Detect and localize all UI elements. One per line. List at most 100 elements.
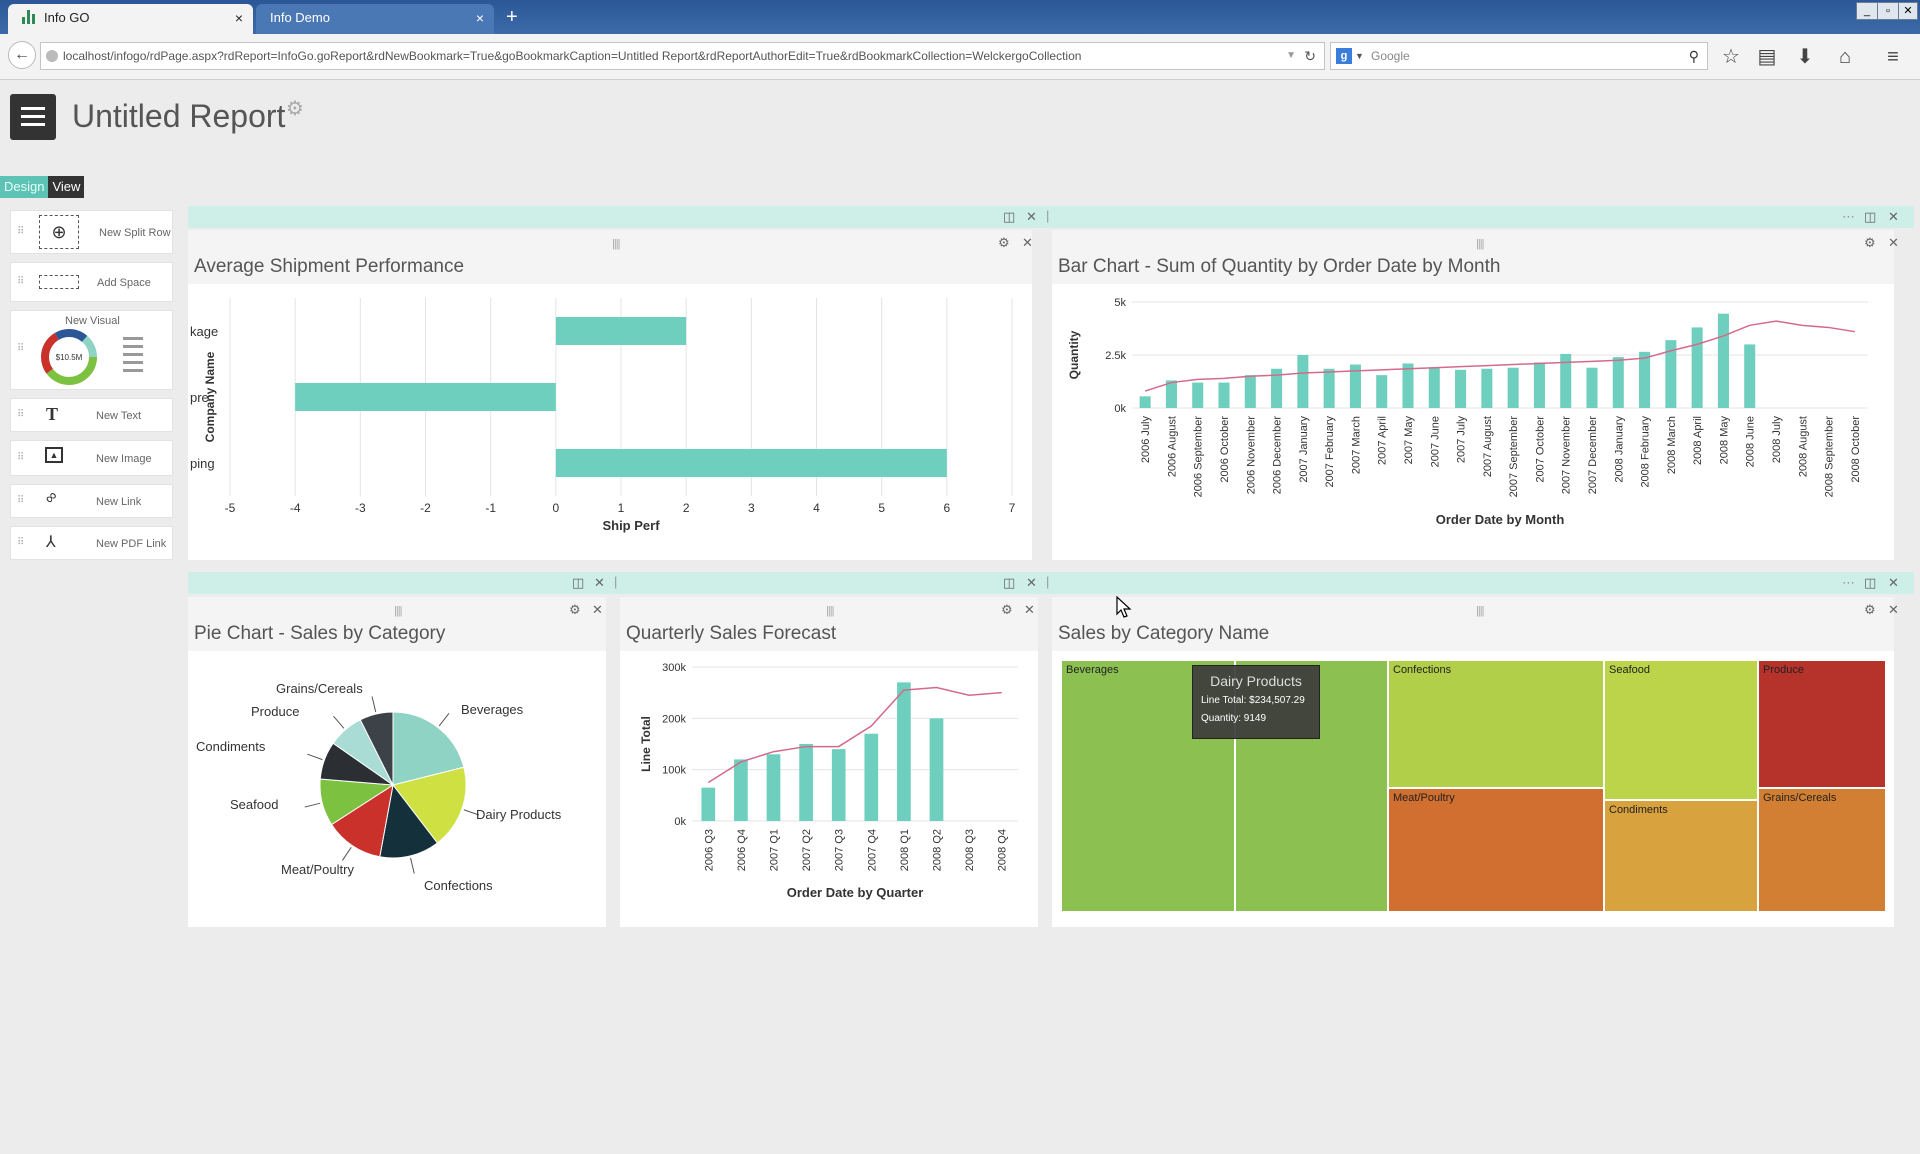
close-icon[interactable]: ✕ — [1888, 575, 1899, 590]
chevron-down-icon[interactable]: ▼ — [1286, 50, 1296, 61]
tab-label: Info GO — [44, 10, 90, 25]
close-icon[interactable]: ✕ — [1888, 602, 1899, 617]
x-tick-label: -4 — [290, 501, 301, 515]
gear-icon[interactable]: ⚙ — [1864, 602, 1876, 617]
layout-icon[interactable]: ◫ — [1003, 209, 1016, 224]
layout-icon[interactable]: ◫ — [1003, 575, 1016, 590]
download-icon[interactable]: ⬇ — [1796, 46, 1814, 68]
google-icon[interactable]: g — [1336, 48, 1352, 64]
bar — [1323, 368, 1335, 408]
toolbox-new-pdf-link[interactable]: ⠿ ⅄ New PDF Link — [10, 526, 173, 560]
home-icon[interactable]: ⌂ — [1838, 46, 1852, 68]
x-tick-label: 4 — [813, 501, 820, 515]
close-icon[interactable]: ✕ — [1026, 575, 1037, 590]
close-icon[interactable]: ✕ — [1022, 235, 1033, 250]
toolbox-new-visual[interactable]: ⠿ New Visual $10.5M — [10, 310, 173, 390]
tab-info-go[interactable]: Info GO × — [8, 4, 253, 34]
report-title[interactable]: Untitled Report — [72, 98, 286, 134]
url-bar[interactable]: localhost/infogo/rdPage.aspx?rdReport=In… — [40, 42, 1325, 70]
drag-handle-icon[interactable]: |||| — [1476, 605, 1485, 617]
drag-handle-icon[interactable]: ⠿ — [17, 276, 25, 287]
tooltip-title: Dairy Products — [1210, 673, 1302, 689]
x-tick-label: 2006 September — [1193, 416, 1205, 498]
bar — [555, 449, 947, 477]
divider-handle-icon[interactable]: | — [1046, 574, 1050, 589]
clipboard-icon[interactable]: ▤ — [1757, 46, 1777, 68]
x-tick-label: -3 — [355, 501, 366, 515]
close-icon[interactable]: ✕ — [1888, 235, 1899, 250]
pie-chart: Beverages Dairy Products Confections Meat/P… — [196, 681, 562, 893]
close-icon[interactable]: ✕ — [1024, 602, 1035, 617]
toolbox-label: New Text — [96, 410, 142, 422]
treemap-label: Confections — [1393, 664, 1452, 676]
bar — [295, 383, 556, 411]
gear-icon[interactable]: ⚙ — [1001, 602, 1013, 617]
layout-icon[interactable]: ◫ — [572, 575, 585, 590]
resize-handle-icon[interactable]: ⋯ — [1842, 575, 1855, 590]
panel-pie-chart: |||| ⚙ ✕ Pie Chart - Sales by Category B… — [188, 597, 606, 927]
search-bar[interactable]: g ▼ Google ⚲ — [1330, 42, 1708, 70]
drag-handle-icon[interactable]: ⠿ — [17, 537, 25, 548]
bar — [1428, 367, 1440, 408]
treemap-label: Condiments — [1609, 804, 1668, 816]
close-window-button[interactable]: ✕ — [1898, 2, 1918, 20]
layout-icon[interactable]: ◫ — [1864, 209, 1877, 224]
close-icon[interactable]: ✕ — [1888, 209, 1899, 224]
site-info-icon[interactable] — [46, 50, 58, 62]
tab-info-demo[interactable]: Info Demo × — [256, 4, 494, 34]
close-icon[interactable]: ✕ — [1026, 209, 1037, 224]
treemap-cell — [1605, 801, 1757, 911]
gear-icon[interactable]: ⚙ — [1864, 235, 1876, 250]
hamburger-menu-button[interactable] — [10, 94, 56, 140]
bar — [864, 733, 879, 821]
drag-handle-icon[interactable]: ⠿ — [17, 343, 25, 354]
drag-handle-icon[interactable]: ⠿ — [17, 452, 25, 463]
tab-view[interactable]: View — [48, 176, 85, 198]
split-row-bar[interactable]: ◫ ✕ | ⋯ ◫ ✕ — [188, 206, 1914, 228]
y-axis-label: Quantity — [1067, 330, 1081, 379]
panel-title: Average Shipment Performance — [194, 256, 465, 277]
toolbox-new-split-row[interactable]: ⠿ ⊕ New Split Row — [10, 210, 173, 254]
chevron-down-icon[interactable]: ▼ — [1355, 51, 1364, 61]
drag-handle-icon[interactable]: |||| — [1476, 238, 1485, 250]
pie-slice — [392, 711, 465, 786]
shipment-bar-chart: -5 -4 -3 -2 -1 0 1 2 3 4 5 6 7 kage pre ping Ship Perf Co… — [190, 298, 1016, 533]
new-tab-button[interactable]: + — [506, 6, 518, 28]
gear-icon[interactable]: ⚙ — [286, 98, 304, 120]
split-row-bar[interactable]: ◫ ✕ | ◫ ✕ | ⋯ ◫ ✕ — [188, 572, 1914, 594]
back-button[interactable]: ← — [8, 41, 36, 69]
gear-icon[interactable]: ⚙ — [569, 602, 581, 617]
close-icon[interactable]: ✕ — [594, 575, 605, 590]
tab-design[interactable]: Design — [0, 176, 49, 198]
search-icon[interactable]: ⚲ — [1688, 48, 1699, 64]
drag-handle-icon[interactable]: ⠿ — [17, 409, 25, 420]
drag-handle-icon[interactable]: |||| — [612, 238, 621, 250]
close-tab-icon[interactable]: × — [234, 10, 243, 26]
resize-handle-icon[interactable]: ⋯ — [1842, 209, 1855, 224]
drag-handle-icon[interactable]: ⠿ — [17, 495, 25, 506]
x-tick-label: 2007 March — [1350, 416, 1362, 474]
gear-icon[interactable]: ⚙ — [998, 235, 1010, 250]
toolbox-add-space[interactable]: ⠿ Add Space — [10, 262, 173, 302]
drag-handle-icon[interactable]: ⠿ — [17, 226, 25, 237]
drag-handle-icon[interactable]: |||| — [826, 605, 835, 617]
x-tick-label: 6 — [943, 501, 950, 515]
drag-handle-icon[interactable]: |||| — [394, 605, 403, 617]
divider-handle-icon[interactable]: | — [614, 574, 618, 589]
divider-handle-icon[interactable]: | — [1046, 208, 1050, 223]
x-tick-label: 2007 June — [1429, 416, 1441, 467]
minimize-button[interactable]: _ — [1856, 2, 1878, 20]
panel-average-shipment: |||| ⚙ ✕ Average Shipment Performance -5… — [188, 230, 1033, 560]
toolbox-new-image[interactable]: ⠿ ▲ New Image — [10, 440, 173, 476]
toolbox-new-text[interactable]: ⠿ T New Text — [10, 398, 173, 432]
bar — [766, 754, 781, 821]
star-icon[interactable]: ☆ — [1722, 46, 1740, 68]
close-tab-icon[interactable]: × — [475, 10, 484, 26]
toolbox-new-link[interactable]: ⠿ ∞ New Link — [10, 484, 173, 518]
layout-icon[interactable]: ◫ — [1864, 575, 1877, 590]
x-tick-label: 2006 August — [1166, 416, 1178, 477]
menu-icon[interactable]: ≡ — [1887, 46, 1899, 68]
close-icon[interactable]: ✕ — [592, 602, 603, 617]
restore-button[interactable]: ▫ — [1877, 2, 1899, 20]
reload-icon[interactable]: ↻ — [1304, 48, 1316, 64]
